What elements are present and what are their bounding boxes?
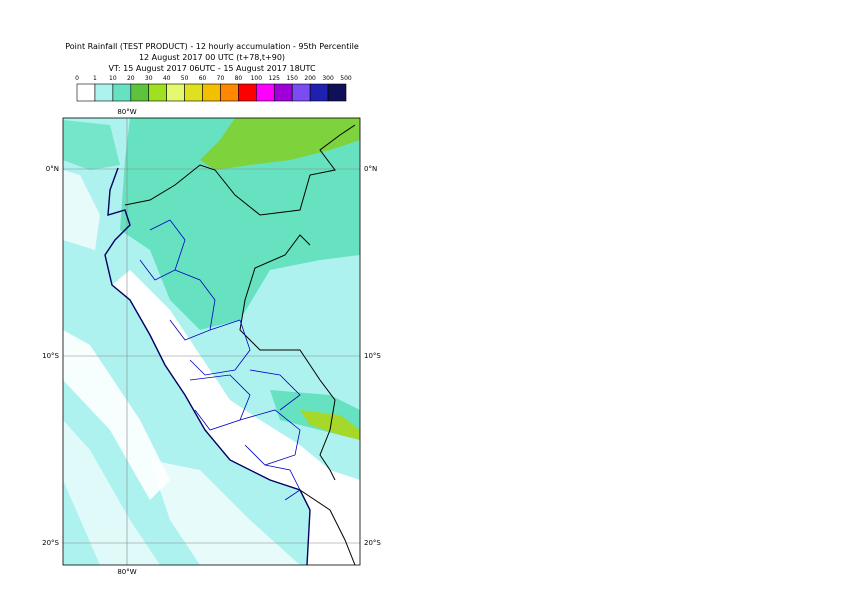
colorbar-swatch [112,83,132,102]
colorbar-swatch [166,83,185,102]
dry-area [150,460,300,565]
colorbar-label: 70 [217,75,225,82]
colorbar-swatch [327,83,347,102]
run-time: 12 August 2017 00 UTC (t+78,t+90) [139,53,285,62]
department-border [249,369,301,411]
department-border [139,219,186,281]
dry-area [63,170,100,250]
colorbar-swatch [202,83,221,102]
country-border [124,124,356,216]
colorbar-label: 1 [93,75,97,82]
wet-area [300,410,360,440]
colorbar-swatch [76,83,96,102]
department-border [169,269,216,341]
colorbar-label: 500 [340,75,352,82]
colorbar-label: 50 [181,75,189,82]
colorbar-swatch [309,83,329,102]
lon-label: 80°W [117,108,136,116]
coastline [104,167,311,565]
department-border [189,319,251,376]
colorbar-swatch [238,83,257,102]
colorbar-label: 100 [251,75,263,82]
colorbar-swatch [148,83,167,102]
lat-label: 0°N [46,165,59,173]
dry-area [63,330,170,500]
colorbar-label: 60 [199,75,207,82]
department-border [189,374,251,431]
lon-label: 80°W [117,568,136,576]
dry-land [112,270,360,565]
lat-label: 10°S [42,352,59,360]
wet-area [200,118,360,170]
colorbar-swatch [256,83,275,102]
colorbar-label: 125 [269,75,281,82]
department-border [239,409,301,466]
lat-label: 0°N [364,165,377,173]
map-frame [62,117,361,566]
colorbar-label: 40 [163,75,171,82]
lat-label: 20°S [364,539,381,547]
wet-area [120,118,360,330]
dry-area [63,420,160,565]
colorbar-swatch [273,83,293,102]
title: Point Rainfall (TEST PRODUCT) - 12 hourl… [65,42,359,51]
colorbar: 0 1 10 20 30 40 50 60 70 80 100 125 150 200 300 500 [75,75,352,102]
colorbar-swatch [220,83,239,102]
valid-time: VT: 15 August 2017 06UTC - 15 August 201… [108,64,316,73]
colorbar-swatch [130,83,150,102]
colorbar-label: 150 [286,75,298,82]
colorbar-swatch [291,83,311,102]
colorbar-swatch [94,83,114,102]
country-border [239,234,336,481]
map-area [63,118,360,565]
colorbar-label: 20 [127,75,135,82]
colorbar-label: 300 [322,75,334,82]
colorbar-label: 10 [109,75,117,82]
country-border [299,489,356,565]
colorbar-label: 200 [304,75,316,82]
colorbar-label: 80 [235,75,243,82]
wet-area [63,120,120,170]
colorbar-label: 0 [75,75,79,82]
department-border [264,464,301,501]
colorbar-swatch [184,83,203,102]
lat-label: 10°S [364,352,381,360]
lat-label: 20°S [42,539,59,547]
colorbar-label: 30 [145,75,153,82]
